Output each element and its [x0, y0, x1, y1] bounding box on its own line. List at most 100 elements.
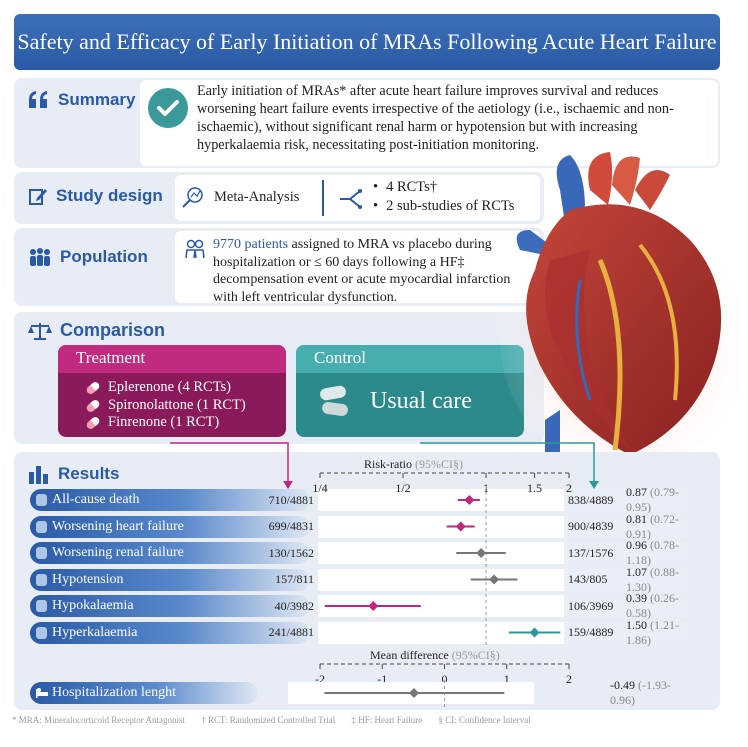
hosp-row: Hospitalization lenght -0.49 (-1.93-0.96… — [30, 678, 687, 707]
control-events: 143/805 — [568, 572, 608, 586]
right-cell — [564, 568, 687, 591]
hosp-ci: (-1.93-0.96) — [610, 678, 671, 707]
rr-ci: (0.88-1.30) — [626, 564, 679, 594]
potassium-up-icon — [36, 626, 47, 639]
plot-cell — [318, 489, 564, 511]
right-cell — [564, 621, 687, 644]
treatment-label: Treatment — [58, 345, 286, 373]
right-cell — [564, 595, 687, 617]
rr-estimate: 1.50 — [626, 617, 647, 632]
right-cell — [564, 489, 687, 511]
study-design-heading-label: Study design — [56, 186, 163, 205]
treatment-item-label: Finrenone (1 RCT) — [108, 414, 220, 431]
row-label: Hypokalaemia — [30, 595, 310, 617]
potassium-down-icon — [36, 600, 47, 612]
treatment-events: 710/4881 — [268, 492, 314, 507]
plot-cell — [318, 568, 564, 591]
hosp-est: -0.49 — [610, 678, 635, 692]
rr-ci: (0.79-0.95) — [626, 485, 679, 514]
pill-icon — [85, 415, 101, 431]
population-text: 9770 patients assigned to MRA vs placebo… — [213, 236, 513, 306]
heart-failure-icon — [36, 520, 47, 533]
row-label: Worsening heart failure — [30, 515, 310, 538]
comparison-heading: Comparison — [28, 320, 165, 341]
patients-icon — [185, 239, 205, 259]
rr-ci: (0.78-1.18) — [626, 538, 679, 567]
rr-estimate: 0.81 — [626, 511, 647, 526]
treatment-item-label: Eplerenone (4 RCTs) — [108, 379, 232, 395]
bar-chart-icon — [29, 466, 48, 484]
md-title-label: Mean difference — [370, 648, 449, 662]
plot-cell — [318, 595, 564, 617]
rr-estimate: 0.87 — [626, 485, 647, 499]
risk-ratio: 0.87 (0.79-0.95) — [626, 485, 687, 515]
treatment-events: 40/3982 — [274, 598, 314, 613]
people-icon — [30, 248, 50, 266]
results-row: Hyperkalaemia 241/4881 159/4889 1.50 (1.21-… — [30, 618, 687, 647]
check-icon — [148, 88, 188, 128]
row-label-text: Worsening heart failure — [52, 518, 184, 534]
rr-estimate: 0.96 — [626, 538, 647, 552]
footnote: * MRA: Mineralocorticoid Receptor Antago… — [12, 715, 185, 725]
control-text: Usual care — [370, 387, 472, 414]
meta-analysis-item: Meta-Analysis — [180, 186, 299, 208]
md-title: Mean difference (95%CI§) — [366, 648, 504, 663]
population-body: assigned to MRA vs placebo during hospit… — [213, 237, 511, 305]
footnote: † RCT: Randomized Controlled Trial — [201, 715, 336, 725]
summary-card — [140, 80, 718, 166]
treatment-item: Spironolattone (1 RCT) — [85, 397, 286, 415]
kidney-icon — [36, 547, 47, 559]
results-heading-label: Results — [58, 464, 120, 483]
pills-icon — [320, 385, 348, 416]
row-label: Worsening renal failure — [30, 542, 310, 564]
footnote: § CI: Confidence Interval — [438, 715, 531, 725]
risk-ratio: 0.96 (0.78-1.18) — [626, 538, 687, 568]
comparison-heading-label: Comparison — [60, 320, 166, 340]
risk-ratio: 1.07 (0.88-1.30) — [626, 565, 687, 595]
heart-illustration — [500, 152, 740, 470]
pill-icon — [85, 380, 101, 396]
rr-ci: (1.21-1.86) — [626, 617, 679, 647]
population-heading-label: Population — [60, 247, 148, 266]
treatment-item: Finrenone (1 RCT) — [85, 414, 286, 432]
control-events: 106/3969 — [568, 598, 614, 613]
design-divider — [322, 180, 324, 216]
search-analysis-icon — [182, 187, 203, 208]
design-bullet: 4 RCTs† — [373, 178, 514, 197]
results-row: All-cause death 710/4881 838/4889 0.87 (0.7… — [30, 485, 687, 514]
hosp-estimate: -0.49 (-1.93-0.96) — [610, 678, 687, 708]
pill-icon — [85, 397, 101, 414]
md-title-ci: (95%CI§) — [451, 648, 500, 662]
hosp-label-text: Hospitalization lenght — [52, 685, 177, 700]
footnote: ‡ HF: Heart Failure — [351, 715, 423, 725]
row-label-text: All-cause death — [52, 492, 140, 507]
population-highlight: 9770 patients — [213, 237, 289, 252]
rr-ci: (0.26-0.58) — [626, 591, 679, 620]
summary-heading: Summary — [28, 90, 135, 110]
footer: * MRA: Mineralocorticoid Receptor Antago… — [12, 715, 545, 725]
treatment-box: Treatment Eplerenone (4 RCTs) Spironolat… — [58, 345, 286, 437]
rr-title-label: Risk-ratio — [364, 457, 412, 471]
skull-icon — [36, 494, 47, 506]
plot-cell — [318, 621, 564, 644]
population-card — [175, 231, 540, 303]
treatment-events: 130/1562 — [268, 545, 314, 560]
plot-cell — [318, 542, 564, 564]
treatment-item: Eplerenone (4 RCTs) — [85, 379, 286, 397]
row-label-text: Hypotension — [52, 571, 124, 587]
control-label: Control — [296, 345, 524, 373]
treatment-events: 241/4881 — [268, 625, 314, 639]
row-label: Hyperkalaemia — [30, 621, 310, 644]
page-title: Safety and Efficacy of Early Initiation … — [14, 14, 720, 70]
bed-icon — [36, 688, 48, 698]
design-bullet: 2 sub-studies of RCTs — [373, 197, 514, 216]
risk-ratio: 0.81 (0.72-0.91) — [626, 512, 687, 542]
treatment-events: 699/4831 — [268, 519, 314, 533]
treatment-events: 157/811 — [275, 572, 314, 586]
quote-icon — [29, 91, 47, 108]
summary-heading-label: Summary — [58, 90, 136, 109]
rr-estimate: 0.39 — [626, 591, 647, 605]
control-events: 838/4889 — [568, 492, 614, 507]
row-label: Hypotension — [30, 568, 310, 591]
control-events: 900/4839 — [568, 519, 614, 533]
